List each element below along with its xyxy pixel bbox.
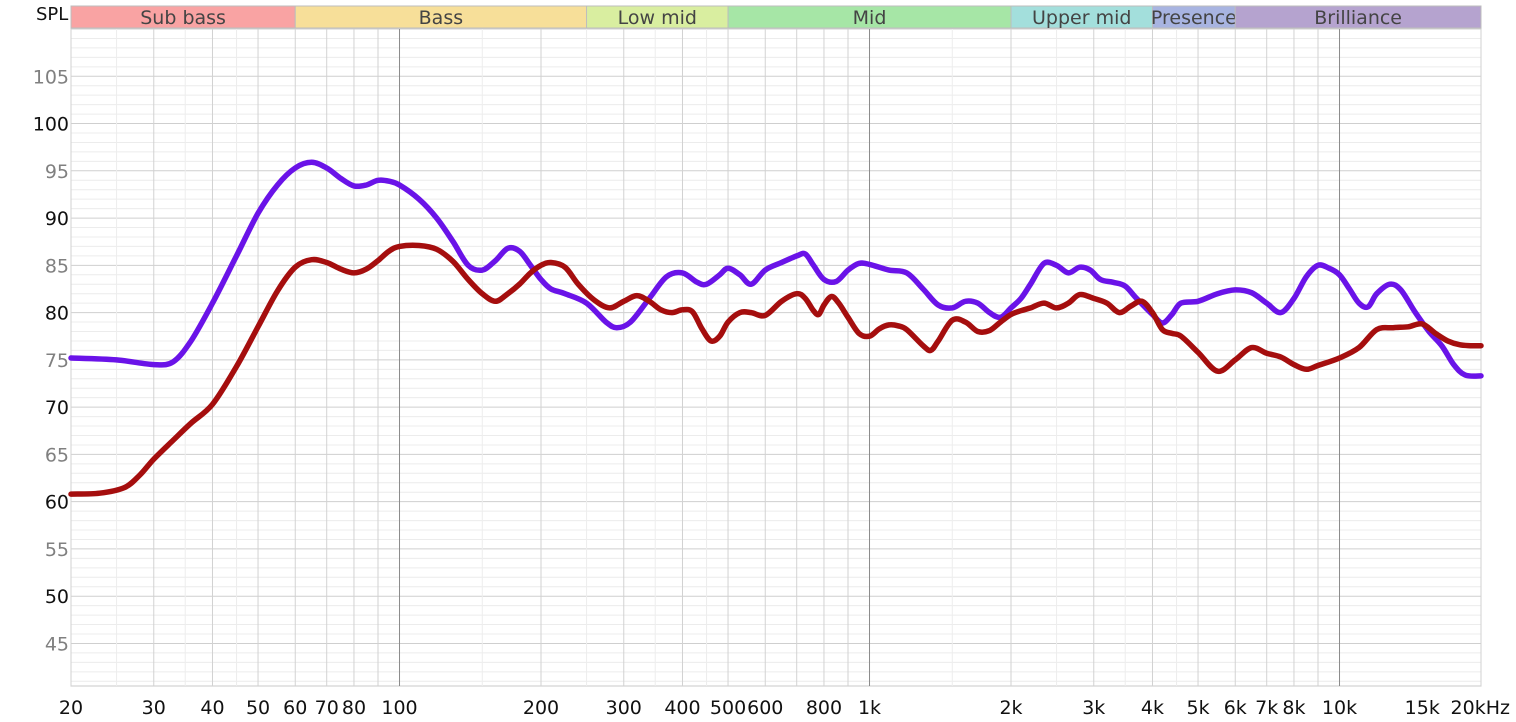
x-tick-label: 100 — [381, 697, 417, 719]
y-tick-label: 50 — [45, 586, 69, 608]
y-tick-label: 45 — [45, 633, 69, 655]
x-tick-label: 40 — [200, 697, 224, 719]
y-tick-label: 95 — [45, 161, 69, 183]
band-label: Brilliance — [1314, 7, 1402, 29]
x-tick-label: 10k — [1322, 697, 1357, 719]
plot-frame — [70, 28, 1482, 687]
x-tick-label: 20kHz — [1451, 697, 1510, 719]
x-tick-label: 4k — [1141, 697, 1164, 719]
x-tick-label: 20 — [59, 697, 83, 719]
x-tick-label: 1k — [858, 697, 881, 719]
y-tick-label: 90 — [45, 208, 69, 230]
frequency-bands: Sub bass Bass Low mid Mid Upper mid Presence B… — [70, 5, 1482, 29]
x-tick-label: 60 — [283, 697, 307, 719]
band-label: Low mid — [618, 7, 697, 29]
x-tick-label: 3k — [1082, 697, 1105, 719]
x-tick-label: 70 — [315, 697, 339, 719]
y-tick-label: 65 — [45, 444, 69, 466]
x-tick-label: 7k — [1255, 697, 1278, 719]
x-tick-label: 600 — [747, 697, 783, 719]
x-tick-label: 200 — [523, 697, 559, 719]
series-lines — [68, 159, 1484, 497]
y-tick-label: 75 — [45, 350, 69, 372]
x-axis: 20 30 40 50 60 70 80 100 200 300 400 500 600 800 1k 2k 3… — [59, 697, 1510, 719]
x-tick-label: 6k — [1224, 697, 1247, 719]
band-label: Bass — [419, 7, 463, 29]
grid — [70, 28, 1482, 687]
x-tick-label: 2k — [999, 697, 1022, 719]
band-label: Mid — [853, 7, 887, 29]
x-tick-label: 5k — [1186, 697, 1209, 719]
x-tick-label: 300 — [606, 697, 642, 719]
x-tick-label: 50 — [246, 697, 270, 719]
series-line-1 — [68, 159, 1484, 379]
x-tick-label: 8k — [1282, 697, 1305, 719]
x-tick-label: 400 — [664, 697, 700, 719]
y-axis: 45 50 55 60 65 70 75 80 85 90 95 100 105 — [33, 66, 69, 655]
y-tick-label: 55 — [45, 539, 69, 561]
band-label: Upper mid — [1032, 7, 1131, 29]
band-label: Presence — [1151, 7, 1237, 29]
band-rect — [1234, 5, 1482, 29]
band-label: Sub bass — [140, 7, 226, 29]
series-line-2 — [68, 242, 1484, 497]
x-tick-label: 500 — [710, 697, 746, 719]
y-tick-label: 60 — [45, 492, 69, 514]
x-tick-label: 800 — [806, 697, 842, 719]
y-tick-label: 80 — [45, 303, 69, 325]
y-tick-label: 105 — [33, 66, 69, 88]
y-tick-label: 70 — [45, 397, 69, 419]
x-tick-label: 15k — [1405, 697, 1440, 719]
y-tick-label: 85 — [45, 255, 69, 277]
x-tick-label: 30 — [142, 697, 166, 719]
y-tick-label: 100 — [33, 114, 69, 136]
x-tick-label: 80 — [342, 697, 366, 719]
y-axis-label: SPL — [36, 4, 68, 25]
